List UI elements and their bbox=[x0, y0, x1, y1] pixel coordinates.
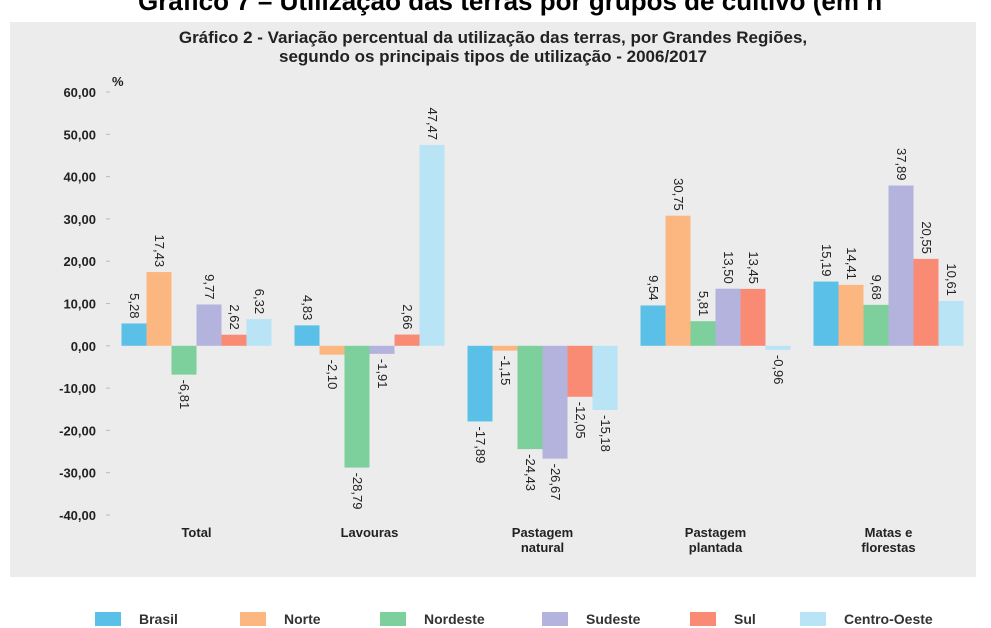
bar bbox=[246, 319, 272, 346]
y-tick-label: 50,00 bbox=[63, 127, 96, 142]
value-label: 9,77 bbox=[202, 274, 217, 299]
value-label: 14,41 bbox=[844, 247, 859, 280]
x-tick-label: Pastagem natural bbox=[511, 525, 574, 555]
bar bbox=[171, 345, 197, 375]
bar bbox=[715, 288, 741, 346]
legend-label: Centro-Oeste bbox=[844, 611, 933, 627]
bar bbox=[419, 145, 445, 346]
y-tick-label: 60,00 bbox=[63, 85, 96, 100]
x-tick-label: Pastagem plantada bbox=[684, 525, 747, 555]
bar bbox=[221, 334, 247, 346]
value-label: -6,81 bbox=[177, 380, 192, 410]
bar bbox=[369, 345, 395, 354]
y-tick-label: 30,00 bbox=[63, 212, 96, 227]
value-label: 6,32 bbox=[252, 289, 267, 314]
value-label: -0,96 bbox=[771, 355, 786, 385]
value-label: -1,15 bbox=[498, 356, 513, 386]
bar bbox=[517, 345, 543, 450]
value-label: 47,47 bbox=[425, 107, 440, 140]
chart-title: Gráfico 2 - Variação percentual da utili… bbox=[178, 28, 808, 66]
bar bbox=[492, 345, 518, 351]
legend-swatch bbox=[240, 612, 266, 626]
legend-label: Sul bbox=[734, 611, 756, 627]
legend-label: Sudeste bbox=[586, 611, 641, 627]
bar bbox=[592, 345, 618, 411]
y-tick-label: -40,00 bbox=[59, 508, 96, 523]
legend-label: Brasil bbox=[139, 611, 178, 627]
value-label: 15,19 bbox=[819, 244, 834, 277]
value-label: 9,68 bbox=[869, 275, 884, 300]
value-label: 13,45 bbox=[746, 251, 761, 284]
legend-item: Norte bbox=[240, 611, 321, 627]
legend-swatch bbox=[690, 612, 716, 626]
bar bbox=[567, 345, 593, 397]
value-label: 10,61 bbox=[944, 263, 959, 296]
bar bbox=[765, 345, 791, 350]
legend-item: Nordeste bbox=[380, 611, 485, 627]
value-label: 20,55 bbox=[919, 221, 934, 254]
y-tick-label: -10,00 bbox=[59, 381, 96, 396]
bar bbox=[838, 284, 864, 346]
bar bbox=[863, 304, 889, 346]
legend-item: Sudeste bbox=[542, 611, 640, 627]
x-tick-label: Matas e florestas bbox=[861, 525, 916, 555]
legend-swatch bbox=[800, 612, 826, 626]
bar bbox=[813, 281, 839, 346]
legend-label: Nordeste bbox=[424, 611, 485, 627]
value-label: -1,91 bbox=[375, 359, 390, 389]
bar bbox=[740, 288, 766, 346]
y-unit: % bbox=[112, 74, 124, 89]
legend-item: Brasil bbox=[95, 611, 178, 627]
y-tick-label: -20,00 bbox=[59, 423, 96, 438]
value-label: -15,18 bbox=[598, 415, 613, 452]
value-label: 37,89 bbox=[894, 148, 909, 181]
x-tick-label: Total bbox=[181, 525, 212, 540]
bar bbox=[146, 272, 172, 346]
value-label: -24,43 bbox=[523, 454, 538, 491]
bar bbox=[294, 325, 320, 346]
bar bbox=[888, 185, 914, 346]
bar bbox=[690, 321, 716, 346]
bar bbox=[121, 323, 147, 346]
value-label: -17,89 bbox=[473, 426, 488, 463]
bar bbox=[394, 334, 420, 346]
bar bbox=[319, 345, 345, 355]
legend-label: Norte bbox=[284, 611, 321, 627]
value-label: 13,50 bbox=[721, 251, 736, 284]
bar bbox=[938, 300, 964, 346]
bar bbox=[196, 304, 222, 346]
bar bbox=[913, 258, 939, 346]
value-label: 5,28 bbox=[127, 293, 142, 318]
value-label: 5,81 bbox=[696, 291, 711, 316]
bar bbox=[344, 345, 370, 468]
x-tick-label: Lavouras bbox=[340, 525, 399, 540]
value-label: 2,66 bbox=[400, 304, 415, 329]
value-label: 4,83 bbox=[300, 295, 315, 320]
bar bbox=[640, 305, 666, 346]
y-tick-label: -30,00 bbox=[59, 466, 96, 481]
value-label: -2,10 bbox=[325, 360, 340, 390]
value-label: -12,05 bbox=[573, 402, 588, 439]
value-label: -26,67 bbox=[548, 464, 563, 501]
legend-swatch bbox=[95, 612, 121, 626]
bar bbox=[542, 345, 568, 459]
legend-swatch bbox=[380, 612, 406, 626]
bar bbox=[467, 345, 493, 422]
legend-item: Centro-Oeste bbox=[800, 611, 933, 627]
y-tick-label: 0,00 bbox=[71, 339, 96, 354]
y-tick-label: 20,00 bbox=[63, 254, 96, 269]
y-tick-label: 10,00 bbox=[63, 297, 96, 312]
page-heading: Gráfico 7 – Utilização das terras por gr… bbox=[138, 0, 883, 16]
value-label: 30,75 bbox=[671, 178, 686, 211]
value-label: 2,62 bbox=[227, 304, 242, 329]
legend-item: Sul bbox=[690, 611, 756, 627]
legend-swatch bbox=[542, 612, 568, 626]
value-label: -28,79 bbox=[350, 473, 365, 510]
value-label: 17,43 bbox=[152, 235, 167, 268]
bar bbox=[665, 215, 691, 346]
value-label: 9,54 bbox=[646, 275, 661, 300]
y-tick-label: 40,00 bbox=[63, 170, 96, 185]
